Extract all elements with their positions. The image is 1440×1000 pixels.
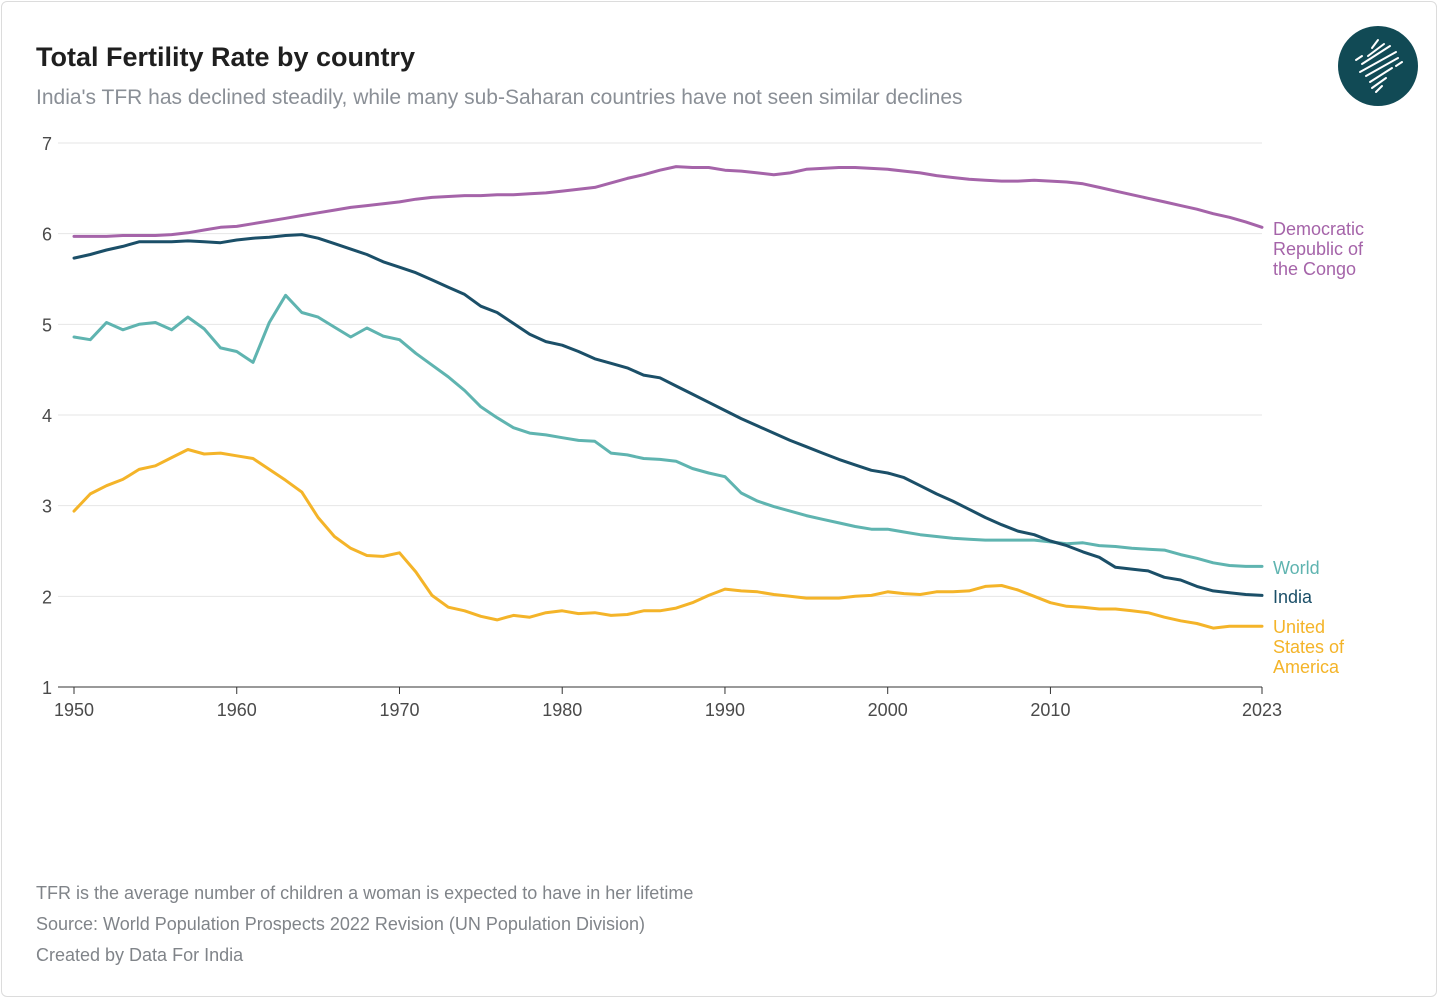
x-tick-label: 1970 xyxy=(379,700,419,720)
y-tick-label: 2 xyxy=(42,587,52,607)
series-line-india xyxy=(72,233,1264,597)
india-map-logo-graphic xyxy=(1355,39,1403,93)
y-tick-label: 7 xyxy=(42,134,52,154)
series-label-world: World xyxy=(1273,558,1320,578)
footer-credit: Created by Data For India xyxy=(36,945,244,965)
chart-subtitle: India's TFR has declined steadily, while… xyxy=(36,86,963,109)
series-line-united-states-of-america xyxy=(72,448,1264,630)
x-tick-label: 1990 xyxy=(705,700,745,720)
y-tick-label: 5 xyxy=(42,315,52,335)
y-tick-label: 3 xyxy=(42,497,52,517)
x-tick-label: 1980 xyxy=(542,700,582,720)
line-chart: 1 2 3 4 5 6 7 1950 1960 1970 1980 1990 2000 2010 2023 D… xyxy=(42,134,1364,720)
x-tick-label: 2000 xyxy=(868,700,908,720)
series-label-united-states-of-america: America xyxy=(1273,657,1340,677)
y-tick-label: 6 xyxy=(42,225,52,245)
india-map-logo-icon[interactable] xyxy=(1338,26,1418,106)
series-label-united-states-of-america: United xyxy=(1273,617,1325,637)
series-label-democratic-republic-of-the-congo: Democratic xyxy=(1273,219,1364,239)
x-tick-label: 2023 xyxy=(1242,700,1282,720)
series-label-india: India xyxy=(1273,587,1313,607)
footer-source: Source: World Population Prospects 2022 … xyxy=(36,914,645,934)
x-tick-label: 1960 xyxy=(217,700,257,720)
footer-note: TFR is the average number of children a … xyxy=(36,883,694,903)
series-line-democratic-republic-of-the-congo xyxy=(72,165,1264,238)
chart-title: Total Fertility Rate by country xyxy=(36,42,416,72)
series-label-democratic-republic-of-the-congo: Republic of xyxy=(1273,239,1364,259)
y-tick-label: 1 xyxy=(42,678,52,698)
x-tick-label: 2010 xyxy=(1030,700,1070,720)
series-line-world xyxy=(72,293,1264,568)
footer-notes: TFR is the average number of children a … xyxy=(36,878,693,971)
x-tick-label: 1950 xyxy=(54,700,94,720)
y-tick-label: 4 xyxy=(42,406,52,426)
series-label-democratic-republic-of-the-congo: the Congo xyxy=(1273,259,1356,279)
series-label-united-states-of-america: States of xyxy=(1273,637,1345,657)
